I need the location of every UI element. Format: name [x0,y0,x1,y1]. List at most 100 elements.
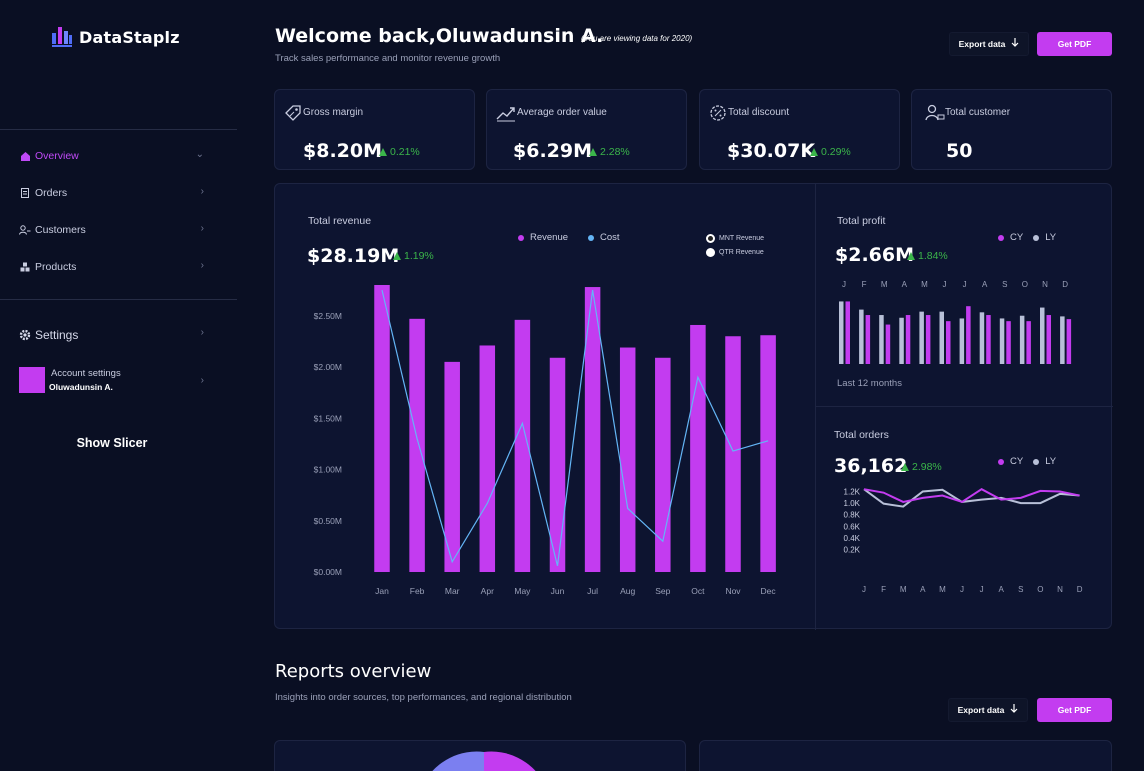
cost-line [381,289,769,566]
revenue-chart: $0.00M $0.50M $1.00M $1.50M $2.00M $2.50M Jan F… [314,285,777,596]
legend-cy: CY [1010,456,1024,467]
revenue-delta: 1.19% [393,250,434,262]
x-tick-label: A [982,280,988,289]
revenue-title: Total revenue [308,215,372,227]
cy-bar [986,315,991,364]
chevron-right-icon[interactable]: › [200,375,204,386]
qtr-revenue-toggle[interactable]: QTR Revenue [706,248,764,257]
revenue-delta-value: 1.19% [404,250,434,262]
pie-chart [432,751,536,771]
export-label: Export data [957,705,1005,715]
y-tick-label: $0.50M [314,516,342,526]
x-tick-label: J [963,280,967,289]
account-settings[interactable]: Account settings Oluwadunsin A. › [19,367,214,395]
radio-selected-icon [706,234,715,243]
chevron-right-icon[interactable]: › [200,223,204,234]
y-tick-label: 0.4K [844,534,861,543]
kpi-card-average-order-value: Average order value $6.29M 2.28% [486,89,687,170]
orders-legend: CY LY [998,456,1056,467]
x-tick-label: May [514,586,531,596]
home-icon [19,150,31,162]
ly-bar [979,312,985,364]
sidebar-item-customers[interactable]: Customers › [19,220,214,240]
chevron-down-icon[interactable]: ⌄ [195,149,204,160]
cy-bar [865,315,871,364]
cy-bar [905,315,911,364]
revenue-value: $28.19M [307,245,400,267]
chevron-right-icon[interactable]: › [200,186,204,197]
settings-item[interactable]: Settings › [19,326,214,344]
x-tick-label: Aug [620,586,635,596]
up-triangle-icon [810,148,818,156]
reports-get-pdf-button[interactable]: Get PDF [1037,698,1112,722]
charts-panel: Total revenue $28.19M 1.19% Revenue Cost… [274,183,1113,630]
bar-chart-logo-icon [52,27,72,47]
gear-icon [19,329,31,341]
mnt-revenue-toggle[interactable]: MNT Revenue [706,234,764,243]
page-subtitle: Track sales performance and monitor reve… [275,53,501,64]
kpi-value: $30.07K [727,140,816,162]
cy-bar [925,315,931,364]
revenue-bar [725,336,741,572]
x-tick-label: Jun [551,586,565,596]
x-tick-label: M [881,280,888,289]
revenue-bar [549,357,566,572]
show-slicer-button[interactable]: Show Slicer [76,436,148,450]
legend-ly: LY [1045,456,1057,467]
get-pdf-button[interactable]: Get PDF [1037,32,1112,56]
chevron-right-icon[interactable]: › [200,260,204,271]
x-tick-label: F [881,585,886,594]
y-tick-label: $2.00M [314,362,342,372]
orders-title: Total orders [834,429,889,441]
ly-bar [1040,307,1045,364]
legend-swatch [1033,234,1040,241]
kpi-delta-value: 2.28% [600,146,630,158]
account-name: Oluwadunsin A. [49,382,113,392]
x-tick-label: J [960,585,964,594]
x-tick-label: Apr [481,586,494,596]
sidebar: DataStaplz Overview ⌄ Orders › Customers… [0,0,237,771]
user-icon [925,104,945,122]
x-tick-label: O [1022,280,1028,289]
sidebar-item-products[interactable]: Products › [19,257,214,277]
x-tick-label: A [920,585,926,594]
x-tick-label: Mar [445,586,460,596]
x-tick-label: N [1057,585,1063,594]
sidebar-item-orders[interactable]: Orders › [19,183,214,203]
panel-divider [816,406,1113,407]
cy-bar [966,306,971,364]
x-tick-label: M [921,280,928,289]
x-tick-label: M [939,585,946,594]
revenue-bar [409,318,425,572]
reports-title: Reports overview [275,661,432,682]
x-tick-label: Dec [761,586,777,596]
kpi-value: $8.20M [303,140,383,162]
cy-line [863,488,1080,504]
reports-export-data-button[interactable]: Export data [948,698,1028,722]
legend-swatch [998,234,1004,241]
kpi-card-gross-margin: Gross margin $8.20M 0.21% [274,89,475,170]
cy-bar [946,321,951,364]
settings-label: Settings [35,328,79,342]
avatar [19,367,45,393]
cy-bar [1066,319,1072,364]
y-tick-label: $1.00M [314,465,342,475]
x-tick-label: N [1042,280,1048,289]
ly-bar [959,318,965,364]
sidebar-item-overview[interactable]: Overview ⌄ [19,146,214,166]
export-data-button[interactable]: Export data [949,32,1029,56]
kpi-delta-value: 0.29% [821,146,851,158]
sidebar-divider [0,129,237,130]
y-tick-label: $1.50M [314,413,342,423]
chevron-right-icon[interactable]: › [200,327,204,338]
legend-revenue: Revenue [530,232,569,243]
logo[interactable]: DataStaplz [52,27,180,47]
revenue-bar [514,319,531,572]
profit-legend: CY LY [998,232,1056,243]
kpi-title: Gross margin [303,107,364,118]
revenue-bar [374,285,390,572]
x-tick-label: Oct [691,586,705,596]
x-tick-label: Sep [655,586,670,596]
x-tick-label: D [1062,280,1068,289]
